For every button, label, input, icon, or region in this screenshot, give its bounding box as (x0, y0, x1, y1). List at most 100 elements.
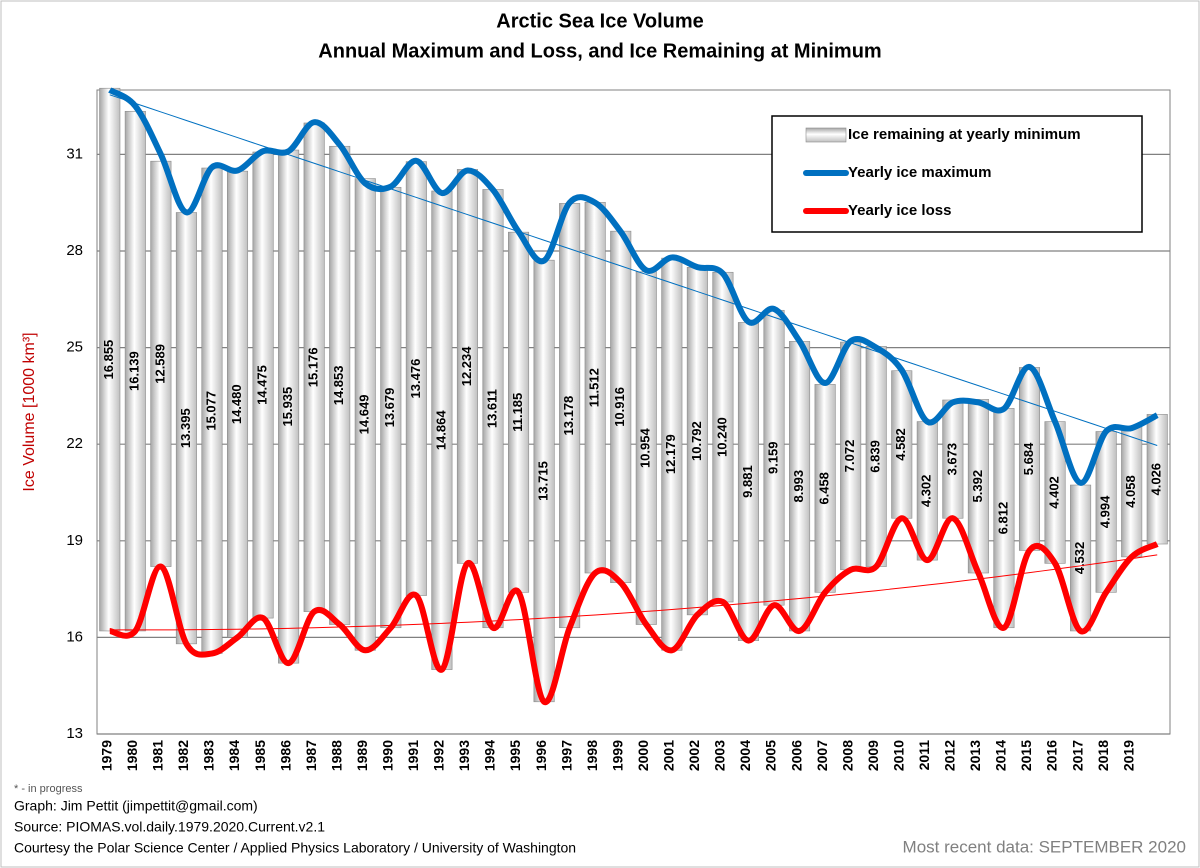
x-tick-label: 1987 (303, 740, 319, 771)
bar-value-label: 16.139 (127, 351, 142, 391)
x-tick-label: 2009 (865, 740, 881, 771)
bar-value-label: 13.178 (561, 396, 576, 436)
trend-line (109, 94, 1158, 446)
line (109, 515, 1159, 705)
bar-value-label: 15.176 (306, 347, 321, 387)
footnote: Courtesy the Polar Science Center / Appl… (14, 840, 576, 856)
bar-value-label: 13.611 (484, 389, 499, 428)
x-tick-label: 1982 (175, 740, 191, 771)
bar-value-label: 15.077 (203, 391, 218, 431)
legend-label: Yearly ice maximum (848, 164, 991, 181)
x-tick-label: 1986 (277, 740, 293, 771)
bar-value-label: 11.512 (587, 368, 602, 407)
legend: Ice remaining at yearly minimum Yearly ic… (771, 115, 1143, 233)
bar-value-label: 4.582 (893, 428, 908, 461)
x-tick-label: 2011 (916, 740, 932, 771)
legend-label: Yearly ice loss (848, 202, 951, 219)
trend-line (109, 554, 1158, 631)
bar-value-label: 10.792 (689, 421, 704, 461)
x-tick-label: 1985 (252, 740, 268, 771)
x-tick-label: 1992 (431, 740, 447, 771)
bar-value-label: 12.179 (663, 434, 678, 474)
x-tick-label: 1990 (380, 740, 396, 771)
bar-value-label: 14.649 (357, 395, 372, 435)
x-tick-label: 1988 (328, 740, 344, 771)
bar-value-label: 8.993 (791, 470, 806, 503)
bar-value-label: 3.673 (944, 443, 959, 476)
x-tick-label: 2013 (967, 740, 983, 771)
y-tick-label: 13 (66, 725, 83, 742)
x-tick-label: 1991 (405, 740, 421, 771)
y-tick-label: 22 (66, 435, 83, 452)
bar-value-label: 15.935 (280, 387, 295, 427)
bar-value-label: 14.475 (254, 365, 269, 405)
bar-value-label: 5.392 (970, 470, 985, 503)
x-tick-label: 2005 (763, 740, 779, 771)
y-tick-label: 31 (66, 145, 83, 162)
x-tick-label: 1994 (482, 740, 498, 771)
x-tick-label: 2016 (1044, 740, 1060, 771)
bar-value-label: 6.812 (995, 502, 1010, 535)
footnote: Graph: Jim Pettit (jimpettit@gmail.com) (14, 798, 258, 814)
bar-value-label: 16.855 (101, 340, 116, 380)
y-tick-label: 28 (66, 242, 83, 259)
x-tick-label: 2007 (814, 740, 830, 771)
x-tick-label: 2003 (712, 740, 728, 771)
bar-value-label: 10.240 (714, 417, 729, 457)
y-axis-label: Ice Volume [1000 km³] (21, 332, 38, 491)
x-tick-label: 1996 (533, 740, 549, 771)
bar-value-label: 14.853 (331, 366, 346, 406)
chart-title: Arctic Sea Ice Volume (496, 10, 704, 32)
bar-value-label: 14.864 (433, 410, 448, 451)
x-tick-label: 1993 (456, 740, 472, 771)
x-tick-label: 2006 (788, 740, 804, 771)
bar-value-label: 9.159 (765, 441, 780, 474)
x-tick-label: 1999 (609, 740, 625, 771)
bar-value-label: 4.532 (1072, 542, 1087, 575)
x-tick-label: 2004 (737, 740, 753, 771)
x-tick-label: 2014 (993, 740, 1009, 771)
x-tick-label: 1980 (124, 740, 140, 771)
bar-value-label: 4.058 (1123, 475, 1138, 508)
y-tick-label: 25 (66, 339, 83, 356)
legend-label: Ice remaining at yearly minimum (848, 126, 1081, 143)
bar-value-label: 13.679 (382, 388, 397, 428)
x-tick-label: 2017 (1069, 740, 1085, 771)
bar-value-label: 13.715 (536, 461, 551, 501)
line (108, 87, 1159, 486)
x-tick-label: 2010 (890, 740, 906, 771)
bar-value-label: 4.402 (1046, 476, 1061, 509)
x-tick-label: 2018 (1095, 740, 1111, 771)
bar-value-label: 6.458 (817, 472, 832, 505)
bar-value-label: 13.476 (408, 359, 423, 399)
x-tick-label: 1983 (201, 740, 217, 771)
x-tick-label: 2001 (661, 740, 677, 771)
bar-value-label: 9.881 (740, 465, 755, 498)
footnote: Source: PIOMAS.vol.daily.1979.2020.Curre… (14, 819, 325, 835)
bar-value-label: 11.185 (510, 393, 525, 432)
bar-value-label: 13.395 (178, 408, 193, 448)
bar-value-label: 12.589 (152, 344, 167, 384)
x-tick-label: 2015 (1018, 740, 1034, 771)
bar-value-label: 4.994 (1098, 495, 1113, 528)
y-tick-label: 16 (66, 628, 83, 645)
latest-note: Most recent data: SEPTEMBER 2020 (903, 837, 1186, 856)
bar-value-label: 7.072 (842, 440, 857, 473)
x-tick-label: 1998 (584, 740, 600, 771)
x-tick-label: 2000 (635, 740, 651, 771)
bar-value-label: 4.026 (1149, 463, 1164, 496)
x-tick-label: 2008 (839, 740, 855, 771)
bar-value-label: 14.480 (229, 384, 244, 424)
x-tick-label: 2012 (942, 740, 958, 771)
x-tick-label: 1981 (150, 740, 166, 771)
x-tick-label: 2002 (686, 740, 702, 771)
y-tick-label: 19 (66, 532, 83, 549)
x-tick-label: 1995 (507, 740, 523, 771)
bar-value-label: 12.234 (459, 346, 474, 387)
x-tick-label: 1989 (354, 740, 370, 771)
x-tick-label: 2019 (1120, 740, 1136, 771)
x-tick-label: 1984 (226, 740, 242, 771)
x-tick-label: 1997 (558, 740, 574, 771)
